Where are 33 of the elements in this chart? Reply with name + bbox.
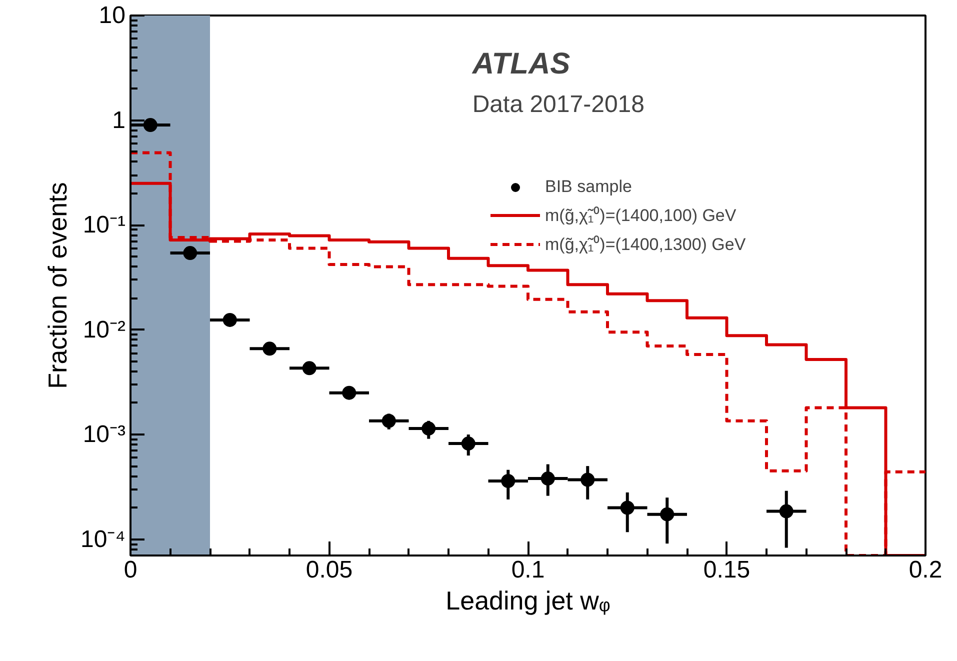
point bbox=[143, 118, 158, 132]
point bbox=[540, 472, 555, 486]
point bbox=[183, 246, 198, 260]
x-tick-label: 0.1 bbox=[511, 556, 545, 584]
annotation: Data 2017-2018 bbox=[472, 91, 644, 118]
point bbox=[302, 361, 316, 376]
y-tick-label: 10 bbox=[98, 2, 126, 29]
x-axis-title: Leading jet wᵩ bbox=[446, 586, 610, 616]
point bbox=[382, 414, 396, 428]
y-axis-title: Fraction of events bbox=[42, 182, 72, 389]
point bbox=[422, 422, 436, 436]
x-tick-label: 0 bbox=[124, 556, 138, 584]
point bbox=[580, 472, 595, 487]
point bbox=[461, 436, 476, 451]
point bbox=[222, 312, 237, 327]
point bbox=[262, 342, 277, 356]
y-tick-label: 10⁻¹ bbox=[82, 212, 126, 239]
legend-label: m(g̃,χ̃₁⁰)=(1400,100) GeV bbox=[545, 205, 736, 226]
x-tick-label: 0.05 bbox=[306, 556, 353, 584]
point bbox=[660, 507, 674, 522]
point bbox=[620, 500, 634, 515]
y-tick-label: 10⁻⁴ bbox=[80, 526, 126, 553]
x-tick-label: 0.15 bbox=[703, 556, 750, 584]
y-tick-label: 10⁻² bbox=[82, 316, 126, 344]
legend-label: m(g̃,χ̃₁⁰)=(1400,1300) GeV bbox=[545, 234, 746, 255]
y-tick-label: 10⁻³ bbox=[82, 421, 126, 448]
point bbox=[501, 474, 516, 488]
point bbox=[342, 386, 356, 400]
y-tick-label: 1 bbox=[112, 106, 126, 134]
x-tick-label: 0.2 bbox=[908, 556, 942, 584]
point bbox=[779, 504, 794, 518]
legend-label: BIB sample bbox=[545, 177, 632, 197]
annotation: ATLAS bbox=[471, 47, 570, 80]
